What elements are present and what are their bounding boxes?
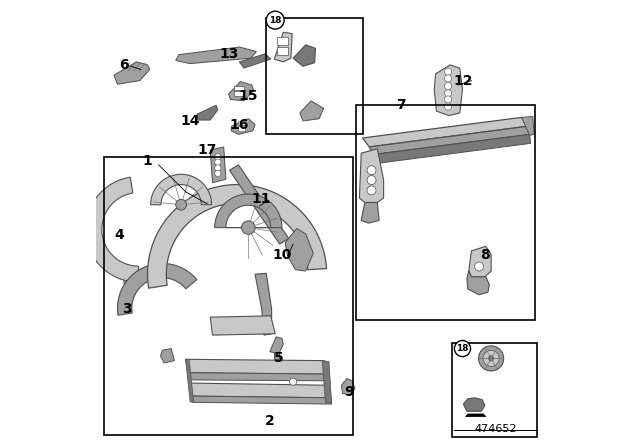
- Bar: [234, 91, 244, 96]
- Circle shape: [266, 11, 284, 29]
- Circle shape: [445, 82, 452, 90]
- Polygon shape: [118, 263, 197, 315]
- Polygon shape: [197, 105, 218, 120]
- Circle shape: [483, 350, 499, 366]
- Text: 2: 2: [265, 414, 275, 428]
- Bar: [239, 121, 245, 125]
- Polygon shape: [231, 119, 255, 134]
- Polygon shape: [190, 383, 331, 398]
- Bar: [452, 343, 538, 437]
- Polygon shape: [293, 45, 316, 66]
- Polygon shape: [192, 396, 332, 404]
- Text: 11: 11: [251, 192, 271, 207]
- Text: 9: 9: [344, 385, 354, 399]
- Text: 14: 14: [180, 114, 200, 128]
- Circle shape: [445, 103, 452, 110]
- Circle shape: [215, 165, 221, 171]
- Text: 6: 6: [119, 58, 129, 72]
- Polygon shape: [176, 47, 257, 64]
- Polygon shape: [275, 352, 279, 359]
- Polygon shape: [360, 149, 383, 202]
- Polygon shape: [270, 337, 284, 354]
- Polygon shape: [186, 359, 327, 374]
- Circle shape: [242, 221, 255, 234]
- Circle shape: [488, 356, 494, 361]
- Circle shape: [215, 154, 221, 160]
- Polygon shape: [361, 202, 379, 223]
- Polygon shape: [210, 316, 275, 335]
- Bar: [239, 126, 245, 131]
- Polygon shape: [228, 82, 253, 101]
- Polygon shape: [323, 361, 332, 403]
- Polygon shape: [300, 101, 324, 121]
- Circle shape: [367, 186, 376, 195]
- Text: 5: 5: [274, 351, 284, 366]
- Polygon shape: [467, 271, 490, 295]
- Bar: [356, 105, 535, 320]
- Polygon shape: [215, 194, 282, 228]
- Text: 15: 15: [239, 89, 258, 103]
- Polygon shape: [285, 228, 314, 271]
- Polygon shape: [124, 280, 136, 289]
- Bar: [277, 37, 288, 45]
- Text: 474652: 474652: [474, 424, 517, 434]
- Bar: [277, 47, 288, 55]
- Polygon shape: [373, 134, 531, 164]
- Bar: [266, 18, 362, 134]
- Text: 1: 1: [143, 154, 152, 168]
- Bar: [234, 86, 244, 90]
- Text: 13: 13: [220, 47, 239, 61]
- Polygon shape: [342, 379, 355, 395]
- Circle shape: [445, 96, 452, 103]
- Polygon shape: [186, 359, 194, 402]
- Text: 4: 4: [115, 228, 124, 242]
- Polygon shape: [161, 349, 174, 363]
- Polygon shape: [369, 126, 530, 155]
- Polygon shape: [275, 32, 292, 62]
- Text: 18: 18: [269, 16, 282, 25]
- Polygon shape: [86, 177, 139, 282]
- Polygon shape: [188, 373, 328, 381]
- Circle shape: [445, 75, 452, 82]
- Text: 16: 16: [230, 118, 249, 133]
- Polygon shape: [466, 414, 486, 417]
- Circle shape: [454, 340, 470, 357]
- Polygon shape: [210, 147, 226, 183]
- Text: 10: 10: [272, 248, 292, 263]
- Text: 18: 18: [456, 344, 468, 353]
- Polygon shape: [435, 65, 463, 116]
- Text: 12: 12: [454, 73, 473, 88]
- Polygon shape: [463, 398, 485, 411]
- Polygon shape: [150, 174, 212, 205]
- Circle shape: [215, 170, 221, 177]
- Circle shape: [367, 176, 376, 185]
- Text: 3: 3: [122, 302, 131, 316]
- Polygon shape: [148, 185, 326, 288]
- Circle shape: [367, 166, 376, 175]
- Polygon shape: [255, 273, 271, 335]
- Circle shape: [215, 159, 221, 165]
- Text: 7: 7: [396, 98, 406, 112]
- Text: 8: 8: [480, 248, 490, 263]
- Polygon shape: [239, 54, 271, 68]
- Bar: [104, 157, 353, 435]
- Polygon shape: [114, 62, 150, 84]
- Circle shape: [474, 262, 484, 271]
- Text: 17: 17: [197, 143, 217, 157]
- Polygon shape: [362, 117, 527, 147]
- Circle shape: [176, 199, 186, 210]
- Polygon shape: [468, 246, 491, 277]
- Circle shape: [479, 346, 504, 371]
- Polygon shape: [230, 165, 289, 244]
- Circle shape: [289, 378, 297, 385]
- Circle shape: [445, 90, 452, 97]
- Polygon shape: [522, 116, 534, 135]
- Circle shape: [445, 68, 452, 75]
